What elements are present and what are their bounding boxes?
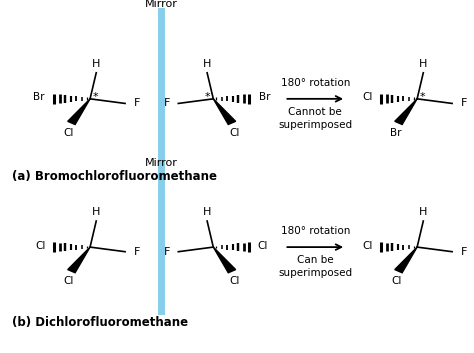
Text: Cl: Cl	[258, 241, 268, 251]
Text: H: H	[92, 59, 100, 69]
Text: F: F	[164, 98, 170, 108]
Text: *: *	[205, 92, 210, 102]
Text: Cl: Cl	[64, 128, 74, 138]
Text: F: F	[164, 247, 170, 257]
Polygon shape	[68, 247, 90, 273]
Polygon shape	[213, 99, 236, 125]
Text: Can be
superimposed: Can be superimposed	[278, 255, 352, 278]
Text: Cl: Cl	[35, 241, 46, 251]
Text: H: H	[92, 207, 100, 217]
Text: Cl: Cl	[362, 241, 373, 251]
Text: Mirror: Mirror	[145, 158, 178, 168]
Text: H: H	[203, 59, 211, 69]
Text: Cl: Cl	[229, 276, 239, 286]
Text: H: H	[419, 59, 428, 69]
Text: (b) Dichlorofluoromethane: (b) Dichlorofluoromethane	[12, 317, 188, 329]
Text: Cl: Cl	[64, 276, 74, 286]
Polygon shape	[213, 247, 236, 273]
Polygon shape	[395, 247, 417, 273]
Text: F: F	[134, 247, 140, 257]
Text: F: F	[461, 247, 467, 257]
Text: H: H	[203, 207, 211, 217]
Text: (a) Bromochlorofluoromethane: (a) Bromochlorofluoromethane	[12, 170, 217, 183]
Text: *: *	[93, 92, 99, 102]
Polygon shape	[395, 99, 417, 125]
Text: Cannot be
superimposed: Cannot be superimposed	[278, 107, 352, 130]
Text: Br: Br	[33, 92, 44, 102]
Text: F: F	[134, 98, 140, 108]
Text: Br: Br	[259, 92, 271, 102]
Text: 180° rotation: 180° rotation	[281, 78, 350, 88]
Text: Cl: Cl	[362, 92, 373, 102]
Text: Cl: Cl	[229, 128, 239, 138]
Text: Cl: Cl	[391, 276, 401, 286]
Text: F: F	[461, 98, 467, 108]
Text: Br: Br	[390, 128, 402, 138]
Text: Mirror: Mirror	[145, 0, 178, 9]
Text: H: H	[419, 207, 428, 217]
Text: 180° rotation: 180° rotation	[281, 226, 350, 236]
Polygon shape	[68, 99, 90, 125]
Text: *: *	[420, 92, 426, 102]
